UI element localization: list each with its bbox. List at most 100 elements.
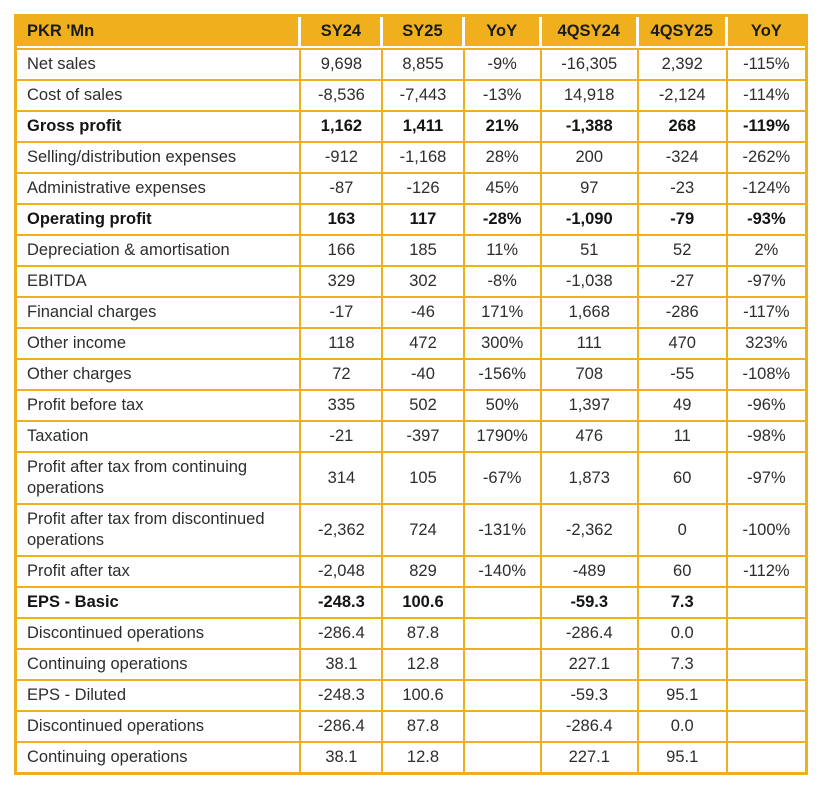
value-cell: -23 (638, 174, 728, 205)
value-cell (464, 588, 542, 619)
column-header-4qsy25: 4QSY25 (638, 17, 728, 48)
value-cell: -115% (727, 48, 805, 81)
value-cell: -100% (727, 505, 805, 557)
financial-results-table-container: PKR 'Mn SY24 SY25 YoY 4QSY24 4QSY25 YoY … (14, 14, 808, 775)
value-cell: 9,698 (301, 48, 384, 81)
value-cell: 268 (638, 112, 728, 143)
value-cell: 329 (301, 267, 384, 298)
column-header-sy24: SY24 (301, 17, 384, 48)
value-cell: -286 (638, 298, 728, 329)
value-cell: 227.1 (541, 743, 639, 772)
value-cell (464, 743, 542, 772)
value-cell: 0.0 (638, 712, 728, 743)
value-cell (727, 619, 805, 650)
value-cell: -114% (727, 81, 805, 112)
value-cell: -87 (301, 174, 384, 205)
table-row: Discontinued operations -286.4 87.8 -286.4 0… (17, 712, 805, 743)
value-cell (727, 743, 805, 772)
value-cell: -2,362 (301, 505, 384, 557)
value-cell: -46 (383, 298, 465, 329)
value-cell: -16,305 (541, 48, 639, 81)
column-header-sy25: SY25 (383, 17, 465, 48)
table-row: Cost of sales -8,536 -7,443 -13% 14,918 -2,12… (17, 81, 805, 112)
table-row: Financial charges -17 -46 171% 1,668 -286 -117… (17, 298, 805, 329)
row-label: Selling/distribution expenses (17, 143, 302, 174)
value-cell: -98% (727, 422, 805, 453)
row-label: Other income (17, 329, 302, 360)
value-cell: 60 (638, 453, 728, 505)
value-cell: 50% (464, 391, 542, 422)
value-cell: -248.3 (301, 681, 384, 712)
row-label: Operating profit (17, 205, 302, 236)
value-cell: -112% (727, 557, 805, 588)
value-cell (727, 588, 805, 619)
value-cell: -40 (383, 360, 465, 391)
value-cell: -117% (727, 298, 805, 329)
value-cell: 502 (383, 391, 465, 422)
value-cell: -156% (464, 360, 542, 391)
row-label: Discontinued operations (17, 619, 302, 650)
table-header-row: PKR 'Mn SY24 SY25 YoY 4QSY24 4QSY25 YoY (17, 17, 805, 48)
row-label: EPS - Diluted (17, 681, 302, 712)
row-label: Financial charges (17, 298, 302, 329)
table-row: Selling/distribution expenses -912 -1,168 2… (17, 143, 805, 174)
value-cell: -55 (638, 360, 728, 391)
value-cell: 38.1 (301, 650, 384, 681)
value-cell: -1,168 (383, 143, 465, 174)
value-cell: 11% (464, 236, 542, 267)
table-row: EBITDA 329 302 -8% -1,038 -27 -97% (17, 267, 805, 298)
value-cell: -97% (727, 267, 805, 298)
value-cell: 12.8 (383, 743, 465, 772)
table-row: Operating profit 163 117 -28% -1,090 -79 -93% (17, 205, 805, 236)
table-row: Net sales 9,698 8,855 -9% -16,305 2,392 -115% (17, 48, 805, 81)
value-cell: 11 (638, 422, 728, 453)
table-row: Taxation -21 -397 1790% 476 11 -98% (17, 422, 805, 453)
value-cell: -59.3 (541, 588, 639, 619)
value-cell: 12.8 (383, 650, 465, 681)
row-label: Continuing operations (17, 743, 302, 772)
value-cell: 1,873 (541, 453, 639, 505)
value-cell: -2,048 (301, 557, 384, 588)
table-row: Other charges 72 -40 -156% 708 -55 -108% (17, 360, 805, 391)
value-cell: -59.3 (541, 681, 639, 712)
value-cell: -96% (727, 391, 805, 422)
value-cell: -286.4 (541, 712, 639, 743)
value-cell: 7.3 (638, 650, 728, 681)
value-cell: -2,362 (541, 505, 639, 557)
value-cell: 87.8 (383, 712, 465, 743)
value-cell: 1,162 (301, 112, 384, 143)
value-cell: 118 (301, 329, 384, 360)
table-row: Other income 118 472 300% 111 470 323% (17, 329, 805, 360)
value-cell: 472 (383, 329, 465, 360)
value-cell: 708 (541, 360, 639, 391)
value-cell: -1,090 (541, 205, 639, 236)
value-cell: 1,411 (383, 112, 465, 143)
row-label: Profit after tax (17, 557, 302, 588)
value-cell: 21% (464, 112, 542, 143)
row-label: Profit before tax (17, 391, 302, 422)
value-cell: 95.1 (638, 681, 728, 712)
value-cell: -17 (301, 298, 384, 329)
table-row: Profit after tax from discontinued opera… (17, 505, 805, 557)
value-cell (464, 681, 542, 712)
value-cell: -124% (727, 174, 805, 205)
value-cell: 105 (383, 453, 465, 505)
value-cell: 111 (541, 329, 639, 360)
value-cell: 1790% (464, 422, 542, 453)
table-row: EPS - Diluted -248.3 100.6 -59.3 95.1 (17, 681, 805, 712)
value-cell: 51 (541, 236, 639, 267)
value-cell (727, 650, 805, 681)
value-cell: 100.6 (383, 588, 465, 619)
value-cell: -27 (638, 267, 728, 298)
value-cell: -79 (638, 205, 728, 236)
column-header-pkr-mn: PKR 'Mn (17, 17, 302, 48)
value-cell: 38.1 (301, 743, 384, 772)
table-body: Net sales 9,698 8,855 -9% -16,305 2,392 -115% C… (17, 48, 805, 772)
table-row: Profit before tax 335 502 50% 1,397 49 -96% (17, 391, 805, 422)
table-row: Profit after tax -2,048 829 -140% -489 60 -112… (17, 557, 805, 588)
value-cell: 302 (383, 267, 465, 298)
value-cell: 14,918 (541, 81, 639, 112)
table-row: Depreciation & amortisation 166 185 11% 51 52… (17, 236, 805, 267)
value-cell: 335 (301, 391, 384, 422)
row-label: Other charges (17, 360, 302, 391)
